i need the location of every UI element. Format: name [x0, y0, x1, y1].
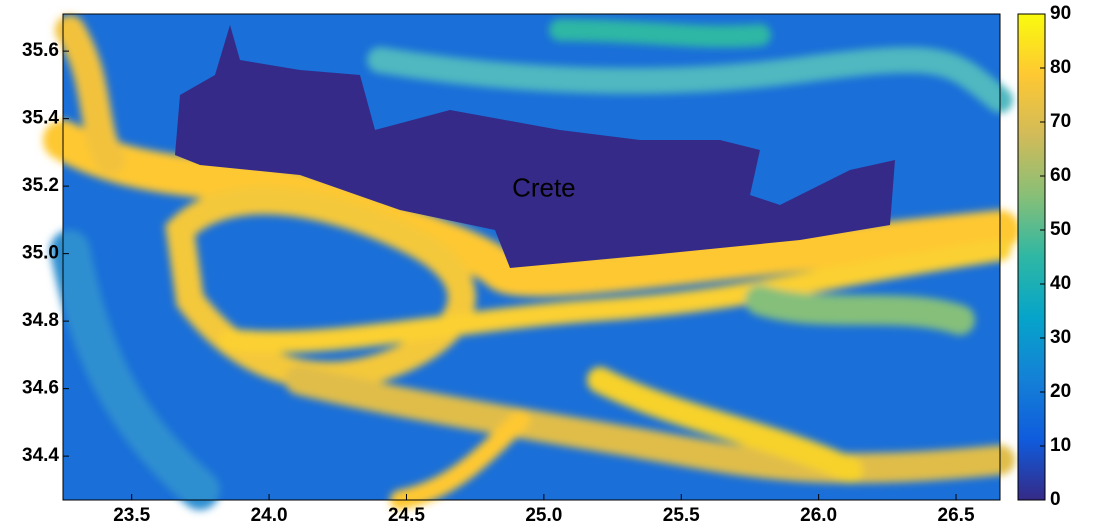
x-tick-label: 24.0: [251, 505, 288, 526]
colorbar-tick-label: 10: [1050, 435, 1071, 456]
colorbar-tick-label: 40: [1050, 273, 1071, 294]
colorbar-tick-label: 30: [1050, 327, 1071, 348]
y-tick-label: 34.4: [22, 445, 59, 466]
x-tick-label: 25.0: [525, 505, 562, 526]
y-tick-label: 35.6: [22, 40, 59, 61]
x-tick-label: 26.0: [800, 505, 837, 526]
colorbar: [1018, 14, 1045, 500]
colorbar-tick-label: 80: [1050, 57, 1071, 78]
y-tick-label: 35.2: [22, 175, 59, 196]
colorbar-tick-label: 50: [1050, 219, 1071, 240]
y-tick-label: 35.4: [22, 108, 59, 129]
colorbar-tick-label: 90: [1050, 3, 1071, 24]
x-tick-label: 23.5: [113, 505, 150, 526]
colorbar-tick-label: 60: [1050, 165, 1071, 186]
x-tick-label: 25.5: [663, 505, 700, 526]
x-tick-label: 26.5: [938, 505, 975, 526]
colorbar-tick-label: 70: [1050, 111, 1071, 132]
y-tick-label: 35.0: [22, 243, 59, 264]
x-tick-label: 24.5: [388, 505, 425, 526]
colorbar-tick-label: 20: [1050, 381, 1071, 402]
colorbar-tick-label: 0: [1050, 489, 1061, 510]
field: [63, 14, 1000, 500]
annotation: Crete: [512, 172, 576, 202]
y-tick-label: 34.6: [22, 378, 59, 399]
y-tick-label: 34.8: [22, 310, 59, 331]
page: Crete 23.5 24.0 24.5 25.0 25.5 26.0 26.5 34.4 34…: [0, 0, 1093, 527]
chart: Crete 23.5 24.0 24.5 25.0 25.5 26.0 26.5 34.4 34…: [0, 0, 1093, 527]
